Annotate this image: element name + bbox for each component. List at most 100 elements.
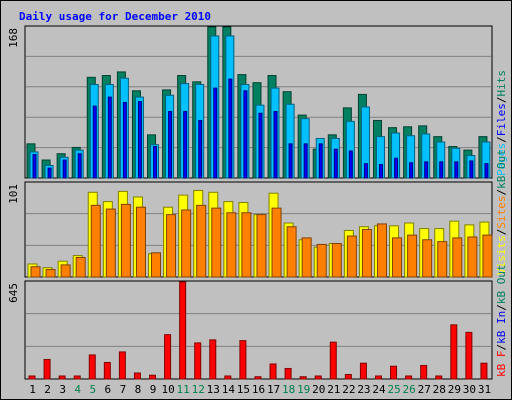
x-tick-label-day-21: 21 xyxy=(327,383,340,396)
bar-kb-f-day-9 xyxy=(149,374,157,380)
bar-pages-day-10 xyxy=(168,110,173,179)
legend-entry: / xyxy=(495,344,508,351)
bar-kb-f-day-10 xyxy=(164,334,172,380)
x-tick-label-day-1: 1 xyxy=(29,383,36,396)
bar-sites-day-10 xyxy=(166,214,177,278)
bar-sites-day-22 xyxy=(346,235,357,278)
bar-kb-f-day-13 xyxy=(209,339,217,380)
legend-entry: Pages xyxy=(495,143,508,176)
bar-sites-day-2 xyxy=(45,269,56,278)
bar-kb-f-day-24 xyxy=(374,375,382,380)
bar-sites-day-14 xyxy=(226,212,237,278)
bar-pages-day-18 xyxy=(288,143,293,179)
bar-pages-day-28 xyxy=(439,161,444,179)
x-tick-label-day-10: 10 xyxy=(161,383,174,396)
legend-entry: / xyxy=(495,304,508,311)
legend-entry: kB F xyxy=(495,351,508,378)
x-tick-label-day-26: 26 xyxy=(403,383,416,396)
x-tick-label-day-13: 13 xyxy=(207,383,220,396)
legend-entry: / xyxy=(495,189,508,196)
bar-kb-f-day-22 xyxy=(344,373,352,380)
bar-sites-day-11 xyxy=(181,209,192,278)
bar-sites-day-29 xyxy=(452,237,463,278)
bar-kb-f-day-16 xyxy=(254,376,262,380)
bar-pages-day-6 xyxy=(107,96,112,179)
legend-entry: / xyxy=(495,229,508,236)
bar-pages-day-27 xyxy=(424,161,429,179)
x-tick-label-day-15: 15 xyxy=(237,383,250,396)
bar-sites-day-9 xyxy=(151,252,162,278)
bar-pages-day-22 xyxy=(348,150,353,179)
legend-entry: / xyxy=(495,97,508,104)
bar-kb-f-day-3 xyxy=(58,375,66,380)
x-tick-label-day-28: 28 xyxy=(433,383,446,396)
bar-pages-day-13 xyxy=(213,87,218,179)
bar-pages-day-2 xyxy=(47,167,52,179)
bar-kb-f-day-12 xyxy=(194,342,202,380)
bar-kb-f-day-8 xyxy=(133,372,141,380)
bar-pages-day-21 xyxy=(333,148,338,179)
x-tick-label-day-25: 25 xyxy=(387,383,400,396)
bar-sites-day-21 xyxy=(331,242,342,278)
bar-sites-day-4 xyxy=(75,256,86,278)
x-tick-label-day-22: 22 xyxy=(342,383,355,396)
bar-sites-day-7 xyxy=(120,203,131,278)
x-tick-label-day-20: 20 xyxy=(312,383,325,396)
bar-sites-day-25 xyxy=(392,237,403,278)
panel-1-legend: Pages/Files/Hits xyxy=(495,70,508,176)
bar-sites-day-16 xyxy=(256,214,267,278)
bar-pages-day-26 xyxy=(409,162,414,179)
x-tick-label-day-14: 14 xyxy=(222,383,236,396)
bar-kb-f-day-23 xyxy=(359,362,367,380)
bar-pages-day-25 xyxy=(394,157,399,179)
bar-sites-day-13 xyxy=(211,207,222,278)
legend-entry: kB In xyxy=(495,311,508,344)
bar-sites-day-8 xyxy=(135,206,146,278)
x-tick-label-day-8: 8 xyxy=(135,383,142,396)
panel-2-legend: Visits/Sites/kB Out xyxy=(495,149,508,275)
x-tick-label-day-7: 7 xyxy=(120,383,127,396)
bar-pages-day-19 xyxy=(303,143,308,179)
bar-kb-f-day-4 xyxy=(73,375,81,380)
x-tick-label-day-5: 5 xyxy=(89,383,96,396)
bar-sites-day-20 xyxy=(316,243,327,278)
x-tick-label-day-11: 11 xyxy=(177,383,190,396)
legend-entry: kB Out xyxy=(495,264,508,304)
bar-kb-f-day-2 xyxy=(43,358,51,380)
x-tick-label-day-9: 9 xyxy=(150,383,157,396)
bar-pages-day-29 xyxy=(454,161,459,179)
panel-2-ymax-label: 101 xyxy=(7,184,20,204)
bar-pages-day-15 xyxy=(243,90,248,179)
bar-pages-day-14 xyxy=(228,78,233,179)
bar-sites-day-1 xyxy=(30,266,41,278)
bar-pages-day-5 xyxy=(92,105,97,179)
x-tick-label-day-4: 4 xyxy=(74,383,81,396)
bar-kb-f-day-25 xyxy=(390,365,398,380)
bar-sites-day-23 xyxy=(361,229,372,278)
legend-entry: Hits xyxy=(495,70,508,97)
bar-sites-day-6 xyxy=(105,208,116,278)
bar-pages-day-24 xyxy=(378,164,383,179)
bar-kb-f-day-15 xyxy=(239,340,247,380)
chart-title: Daily usage for December 2010 xyxy=(19,10,211,23)
bar-pages-day-30 xyxy=(469,160,474,179)
bar-sites-day-17 xyxy=(271,207,282,278)
panel-3-ymax-label: 645 xyxy=(7,283,20,303)
bar-kb-f-day-19 xyxy=(299,376,307,380)
bar-pages-day-17 xyxy=(273,110,278,179)
legend-entry: kB Out xyxy=(495,149,508,189)
bar-kb-f-day-7 xyxy=(118,351,126,380)
x-tick-label-day-31: 31 xyxy=(478,383,491,396)
bar-pages-day-1 xyxy=(32,154,37,179)
legend-entry: / xyxy=(495,136,508,143)
legend-entry: Files xyxy=(495,103,508,136)
bar-kb-f-day-28 xyxy=(435,375,443,380)
bar-sites-day-5 xyxy=(90,204,101,278)
bar-sites-day-12 xyxy=(196,204,207,278)
bar-kb-f-day-27 xyxy=(420,364,428,380)
bar-kb-f-day-31 xyxy=(480,362,488,380)
x-tick-label-day-27: 27 xyxy=(418,383,431,396)
bar-kb-f-day-14 xyxy=(224,375,232,380)
bar-pages-day-3 xyxy=(62,159,67,179)
